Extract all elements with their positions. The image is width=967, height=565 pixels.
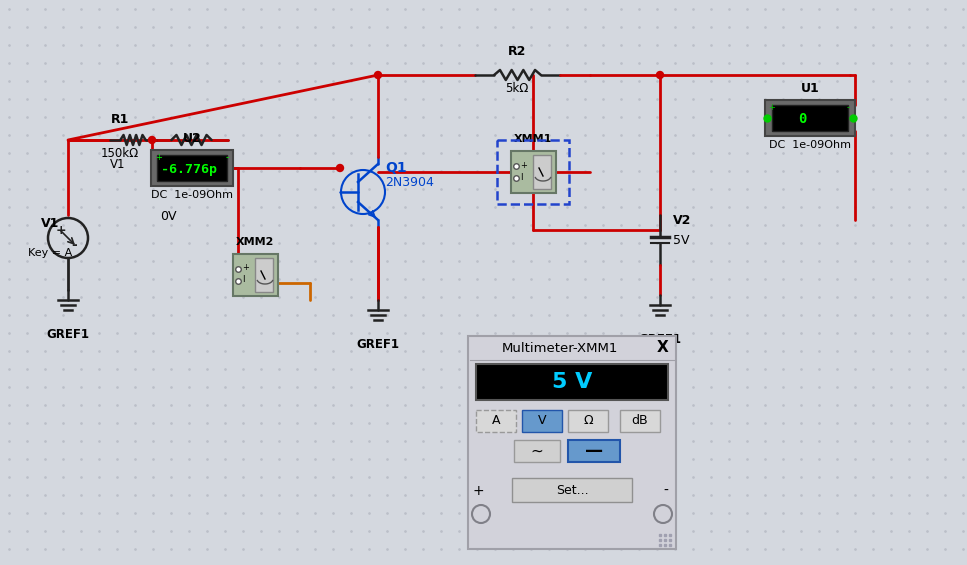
- Text: 2N3904: 2N3904: [385, 176, 434, 189]
- Bar: [568, 410, 608, 432]
- Bar: [620, 410, 660, 432]
- Text: +: +: [155, 153, 161, 162]
- Text: X: X: [658, 341, 669, 355]
- Text: R1: R1: [111, 113, 130, 126]
- Circle shape: [657, 72, 663, 79]
- Text: V1: V1: [41, 217, 59, 230]
- Text: Multimeter-XMM1: Multimeter-XMM1: [502, 341, 618, 354]
- Text: 5 V: 5 V: [552, 372, 592, 392]
- Text: -: -: [846, 103, 849, 112]
- Text: 0V: 0V: [160, 210, 176, 223]
- Circle shape: [374, 72, 382, 79]
- Bar: [512, 478, 632, 502]
- Text: GREF1: GREF1: [357, 338, 399, 351]
- Text: +: +: [56, 224, 67, 237]
- Text: -6.776p: -6.776p: [161, 163, 217, 176]
- Text: Set...: Set...: [556, 484, 588, 497]
- Text: I: I: [520, 172, 522, 181]
- Text: V: V: [538, 415, 546, 428]
- Text: +: +: [472, 484, 484, 498]
- Text: U1: U1: [801, 82, 819, 95]
- Text: XMM1: XMM1: [513, 134, 552, 144]
- Bar: [772, 105, 848, 131]
- Text: DC  1e-09Ohm: DC 1e-09Ohm: [151, 190, 233, 200]
- Bar: [514, 440, 560, 462]
- Text: -: -: [226, 153, 229, 162]
- Bar: [511, 151, 556, 193]
- Text: dB: dB: [631, 415, 648, 428]
- Text: ~: ~: [531, 444, 543, 459]
- Bar: [476, 410, 516, 432]
- Bar: [765, 100, 855, 136]
- Text: GREF1: GREF1: [46, 328, 90, 341]
- Text: R2: R2: [508, 45, 526, 58]
- Text: 150kΩ: 150kΩ: [101, 147, 139, 160]
- Text: +: +: [520, 160, 527, 170]
- Bar: [476, 364, 668, 400]
- Text: Q1: Q1: [385, 161, 407, 175]
- Text: +: +: [769, 103, 776, 112]
- Text: 5V: 5V: [673, 233, 689, 246]
- Text: -: -: [663, 484, 668, 498]
- Text: 5kΩ: 5kΩ: [506, 82, 529, 95]
- Circle shape: [149, 137, 156, 144]
- Bar: [468, 336, 676, 549]
- Text: DC  1e-09Ohm: DC 1e-09Ohm: [769, 140, 851, 150]
- Text: A: A: [492, 415, 500, 428]
- FancyBboxPatch shape: [151, 150, 233, 186]
- Text: V2: V2: [673, 214, 691, 227]
- Bar: [568, 440, 620, 462]
- Bar: [157, 155, 227, 181]
- Circle shape: [337, 164, 343, 172]
- Text: GREF1: GREF1: [638, 333, 682, 346]
- Bar: [233, 254, 278, 296]
- Text: XMM2: XMM2: [236, 237, 275, 247]
- Text: 0: 0: [798, 112, 806, 126]
- Bar: [497, 140, 569, 204]
- Text: -: -: [72, 238, 76, 252]
- Bar: [522, 410, 562, 432]
- Text: Ω: Ω: [583, 415, 593, 428]
- Text: —: —: [585, 442, 603, 460]
- Text: V1: V1: [110, 158, 126, 171]
- Bar: [533, 155, 551, 189]
- Text: U2: U2: [183, 132, 201, 145]
- Text: +: +: [242, 263, 249, 272]
- Bar: [255, 258, 273, 292]
- Text: I: I: [242, 276, 245, 285]
- Text: Key = A: Key = A: [28, 248, 73, 258]
